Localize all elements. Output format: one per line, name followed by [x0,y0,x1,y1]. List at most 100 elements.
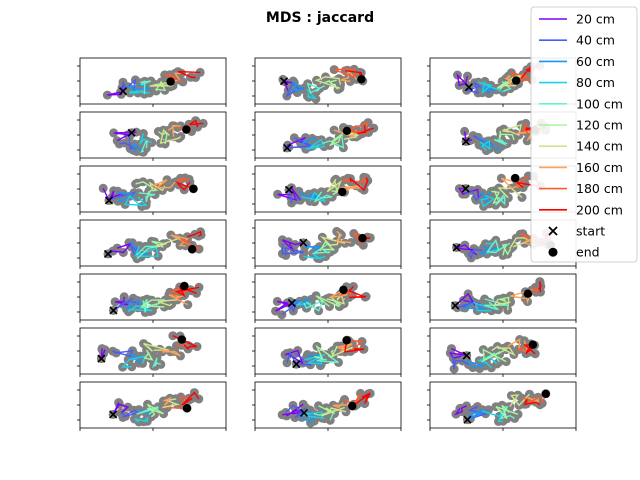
series-line [112,349,134,358]
start-marker [283,143,292,152]
subplot [252,57,402,107]
axis-ticks [77,65,227,107]
series-line [326,292,346,305]
legend-label: 160 cm [576,160,623,175]
axis-ticks [252,335,402,377]
start-marker [292,360,301,369]
series-line [139,133,152,145]
axis-ticks [252,119,402,161]
series-line [477,136,502,151]
subplot [427,381,577,431]
legend: 20 cm 40 cm 60 cm 80 cm 100 cm 120 cm 140 cm 16… [530,6,638,263]
legend-label: 60 cm [576,54,615,69]
legend-label: start [576,224,605,239]
series-line [335,230,352,244]
series-line [448,347,467,360]
start-marker [299,238,308,247]
series-line [281,239,304,252]
series-line [477,246,498,255]
start-marker-stroke [287,298,296,308]
series-line [454,405,467,416]
legend-start-symbol [548,226,558,236]
axis-ticks [77,281,227,323]
end-marker [512,76,521,85]
start-marker-stroke [462,351,471,360]
start-marker-stroke [109,410,118,419]
end-marker [342,336,351,345]
series-line [277,187,301,201]
subplot [77,381,227,431]
series-line [458,187,480,199]
series-line [344,340,365,353]
series-line [456,72,470,88]
end-marker [166,77,175,86]
series-line [492,299,511,307]
subplot [252,273,402,323]
end-marker [182,404,192,413]
start-marker-stroke [292,360,301,369]
series-line [146,181,166,195]
series-line [537,281,542,293]
series-line [102,187,124,203]
series-line [119,136,138,150]
series-line [128,353,142,365]
axis-ticks [252,281,402,323]
subplot [252,327,402,377]
trajectory-lines [282,68,364,100]
start-marker [287,298,296,308]
end-marker [339,285,348,295]
axis-ticks [427,335,577,377]
legend-label: end [576,245,600,260]
series-line [288,80,306,93]
series-line [329,133,343,147]
start-marker [109,306,118,315]
series-line [314,344,338,360]
end-marker [348,401,357,411]
subplot [77,165,227,215]
start-marker [299,408,309,417]
end-marker [180,281,189,291]
series-line [301,411,325,420]
series-line [151,357,162,369]
start-marker-stroke [452,243,461,252]
series-line [316,354,339,364]
series-line [275,300,293,312]
axis-ticks [77,119,227,161]
series-line [306,88,317,100]
series-line [168,294,189,306]
axis-ticks [252,389,402,431]
series-line [132,142,144,153]
subplot [427,273,577,323]
trajectory-lines [112,391,200,423]
end-marker [182,125,191,134]
series-line [125,84,152,91]
series-line [463,131,473,143]
series-line [139,80,152,95]
series-line [491,190,501,204]
subplot [77,57,227,107]
start-marker [118,87,128,96]
series-line [143,349,154,361]
series-line [281,243,305,256]
series-line [135,181,159,192]
series-line [496,296,510,311]
subplot [77,111,227,161]
series-line [187,230,202,238]
series-line [341,177,367,184]
series-line [181,391,200,406]
series-line [117,191,136,202]
trajectory-lines [281,230,371,260]
series-line [134,245,159,257]
axis-ticks [427,227,577,269]
series-line [300,191,326,202]
series-line [177,70,201,79]
trajectory-lines [107,230,202,260]
axis-ticks [427,281,577,323]
series-line [295,301,312,306]
series-line [504,75,519,87]
start-marker-stroke [284,185,294,194]
start-marker-stroke [283,143,292,152]
series-line [486,238,511,254]
series-line [473,301,497,312]
